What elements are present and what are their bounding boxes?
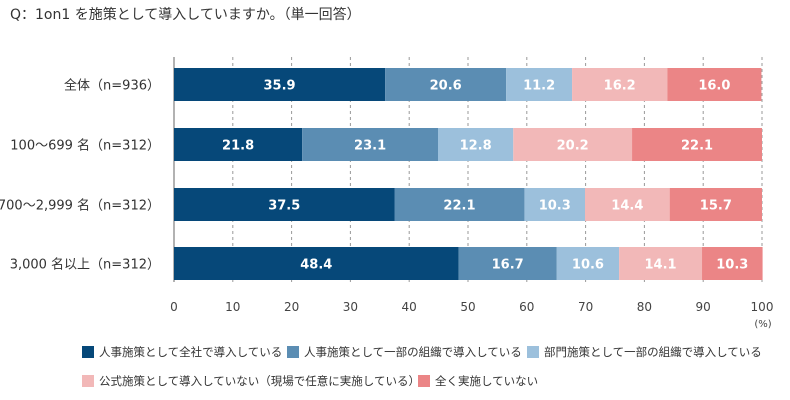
bar-segment (585, 188, 670, 221)
x-tick-label: 40 (402, 300, 417, 314)
bar-segment (458, 247, 557, 280)
x-tick-label: 0 (170, 300, 178, 314)
x-tick-label: 90 (696, 300, 711, 314)
question-title: Q：1on1 を施策として導入していますか。（単一回答） (10, 7, 361, 23)
data-label: 10.3 (716, 258, 748, 273)
legend-swatch (82, 375, 94, 387)
bar-segment (667, 68, 762, 101)
x-tick-label: 50 (460, 300, 475, 314)
legend-label: 部門施策として一部の組織で導入している (544, 345, 762, 359)
bar-segment (669, 188, 762, 221)
category-label: 3,000 名以上（n=312） (10, 257, 160, 273)
x-unit-label: (%) (754, 319, 771, 330)
data-label: 21.8 (222, 139, 254, 154)
bar-segment (506, 68, 573, 101)
legend-label: 人事施策として全社で導入している (99, 345, 283, 359)
bar-segment (513, 128, 633, 161)
data-label: 15.7 (700, 199, 732, 214)
data-label: 22.1 (681, 139, 713, 154)
bar-segment (438, 128, 514, 161)
x-tick-label: 60 (519, 300, 534, 314)
data-label: 16.0 (698, 79, 730, 94)
data-label: 14.1 (645, 258, 677, 273)
data-label: 14.4 (611, 199, 643, 214)
x-tick-label: 10 (225, 300, 240, 314)
category-label: 100～699 名（n=312） (10, 138, 160, 154)
x-tick-label: 70 (578, 300, 593, 314)
legend-item: 人事施策として全社で導入している (82, 344, 282, 360)
data-label: 10.6 (572, 258, 604, 273)
data-label: 35.9 (264, 79, 296, 94)
data-label: 11.2 (523, 79, 555, 94)
x-tick-label: 20 (284, 300, 299, 314)
bar-segment (556, 247, 620, 280)
category-label: 700～2,999 名（n=312） (0, 198, 160, 214)
x-tick-label: 80 (637, 300, 652, 314)
data-label: 16.2 (604, 79, 636, 94)
legend-swatch (287, 346, 299, 358)
legend-item: 全く実施していない (418, 373, 538, 389)
bar-segment (632, 128, 762, 161)
data-label: 10.3 (539, 199, 571, 214)
x-tick-label: 100 (751, 300, 774, 314)
data-label: 12.8 (460, 139, 492, 154)
bar-segment (619, 247, 703, 280)
bar-segment (572, 68, 668, 101)
category-label: 全体（n=936） (64, 78, 160, 94)
legend-swatch (82, 346, 94, 358)
bar-segment (702, 247, 763, 280)
data-label: 37.5 (268, 199, 300, 214)
bar-segment (174, 128, 303, 161)
x-tick-label: 30 (343, 300, 358, 314)
legend-item: 部門施策として一部の組織で導入している (527, 344, 762, 360)
data-label: 23.1 (354, 139, 386, 154)
legend-swatch (418, 375, 430, 387)
bar-segment (302, 128, 439, 161)
data-label: 48.4 (300, 258, 332, 273)
legend-swatch (527, 346, 539, 358)
bar-segment (394, 188, 525, 221)
data-label: 20.2 (557, 139, 589, 154)
data-label: 16.7 (492, 258, 524, 273)
data-label: 22.1 (443, 199, 475, 214)
bar-segment (385, 68, 507, 101)
bar-segment (174, 68, 386, 101)
bar-segment (174, 247, 459, 280)
legend-label: 全く実施していない (435, 374, 539, 388)
legend-label: 公式施策として導入していない（現場で任意に実施している） (99, 374, 420, 388)
legend-item: 人事施策として一部の組織で導入している (287, 344, 522, 360)
legend-item: 公式施策として導入していない（現場で任意に実施している） (82, 373, 420, 389)
bar-segment (524, 188, 586, 221)
legend-label: 人事施策として一部の組織で導入している (304, 345, 522, 359)
bar-segment (174, 188, 395, 221)
data-label: 20.6 (430, 79, 462, 94)
